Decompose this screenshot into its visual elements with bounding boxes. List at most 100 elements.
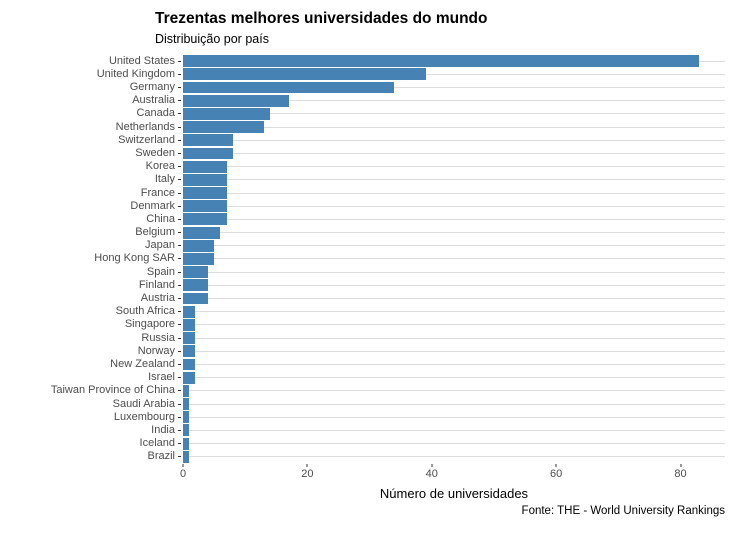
category-tick-mark <box>178 218 181 220</box>
category-label-cell: Australia <box>0 95 183 106</box>
bar <box>183 226 221 239</box>
chart-row: Russia <box>0 332 725 345</box>
chart-row: United States <box>0 55 725 68</box>
category-label-cell: Saudi Arabia <box>0 398 183 410</box>
bar <box>183 200 227 213</box>
category-label: Hong Kong SAR <box>94 252 175 265</box>
category-label: France <box>140 186 175 199</box>
category-label-cell: Switzerland <box>0 133 183 146</box>
category-label-cell: Norway <box>0 345 183 357</box>
row-panel <box>183 450 725 463</box>
gridline <box>183 284 725 286</box>
category-label-cell: Germany <box>0 82 183 93</box>
bar <box>183 266 208 279</box>
bar <box>183 437 190 450</box>
chart-row: Denmark <box>0 200 725 213</box>
category-label-cell: Sweden <box>0 147 183 159</box>
gridline <box>183 258 725 260</box>
category-label-cell: Brazil <box>0 451 183 462</box>
chart-row: Iceland <box>0 437 725 450</box>
chart-title: Trezentas melhores universidades do mund… <box>155 10 488 27</box>
category-label-cell: New Zealand <box>0 357 183 370</box>
category-label: Germany <box>129 81 175 94</box>
gridline <box>183 166 725 168</box>
gridline <box>183 73 725 75</box>
category-tick-mark <box>178 429 181 431</box>
bar <box>183 107 271 120</box>
category-label-cell: Italy <box>0 174 183 185</box>
x-axis-spacer <box>0 463 183 480</box>
x-axis-title-spacer <box>0 487 183 500</box>
chart-row: France <box>0 186 725 199</box>
bar <box>183 239 215 252</box>
row-panel <box>183 332 725 345</box>
chart-row: Spain <box>0 266 725 279</box>
gridline <box>183 179 725 181</box>
bar <box>183 398 190 410</box>
category-label-cell: Canada <box>0 108 183 119</box>
category-label-cell: Spain <box>0 266 183 278</box>
category-label-cell: Korea <box>0 161 183 172</box>
gridline <box>183 350 725 352</box>
bar <box>183 253 215 265</box>
category-label: Japan <box>145 239 175 252</box>
row-panel <box>183 81 725 94</box>
chart-row: Italy <box>0 173 725 186</box>
chart-row: Australia <box>0 94 725 107</box>
category-label: Russia <box>141 331 175 344</box>
row-panel <box>183 371 725 384</box>
plot-area: United States United Kingdom Germany Austra… <box>0 55 732 502</box>
x-tick-label: 60 <box>550 468 563 481</box>
gridline <box>183 403 725 405</box>
row-panel <box>183 239 725 252</box>
chart-row: Japan <box>0 239 725 252</box>
category-label: United Kingdom <box>96 67 175 80</box>
category-label-cell: Hong Kong SAR <box>0 253 183 264</box>
row-panel <box>183 213 725 226</box>
x-tick-label: 20 <box>301 468 314 481</box>
gridline <box>183 377 725 379</box>
category-tick-mark <box>178 152 181 154</box>
gridline <box>183 390 725 392</box>
category-label-cell: South Africa <box>0 306 183 317</box>
category-label: Switzerland <box>118 133 175 146</box>
row-panel <box>183 411 725 424</box>
gridline <box>183 139 725 141</box>
category-tick-mark <box>178 126 181 128</box>
bar <box>183 450 190 463</box>
gridline <box>183 192 725 194</box>
category-label: India <box>151 423 175 436</box>
bar <box>183 121 264 134</box>
row-panel <box>183 252 725 265</box>
category-label: Finland <box>138 278 175 291</box>
gridline <box>183 271 725 273</box>
category-label: Singapore <box>124 318 175 331</box>
category-label: Brazil <box>147 450 175 463</box>
category-tick-mark <box>178 205 181 207</box>
chart-row: Switzerland <box>0 134 725 147</box>
category-tick-mark <box>178 416 181 418</box>
gridline <box>183 363 725 365</box>
gridline <box>183 152 725 154</box>
category-tick-mark <box>178 100 181 102</box>
gridline <box>183 113 725 115</box>
x-axis: 0 20 40 60 80 <box>0 463 725 480</box>
category-label: New Zealand <box>110 357 175 370</box>
bar <box>183 160 227 173</box>
row-panel <box>183 94 725 107</box>
gridline <box>183 126 725 128</box>
bar <box>183 384 190 397</box>
x-axis-title: Número de universidades <box>379 486 529 502</box>
category-tick-mark <box>178 377 181 379</box>
row-panel <box>183 107 725 120</box>
row-panel <box>183 68 725 81</box>
x-tick-label: 40 <box>425 468 438 481</box>
category-tick-mark <box>178 179 181 181</box>
bar <box>183 305 196 318</box>
category-label: Belgium <box>135 226 175 239</box>
row-panel <box>183 186 725 199</box>
bar <box>183 292 208 305</box>
bar <box>183 94 289 107</box>
gridline <box>183 443 725 445</box>
